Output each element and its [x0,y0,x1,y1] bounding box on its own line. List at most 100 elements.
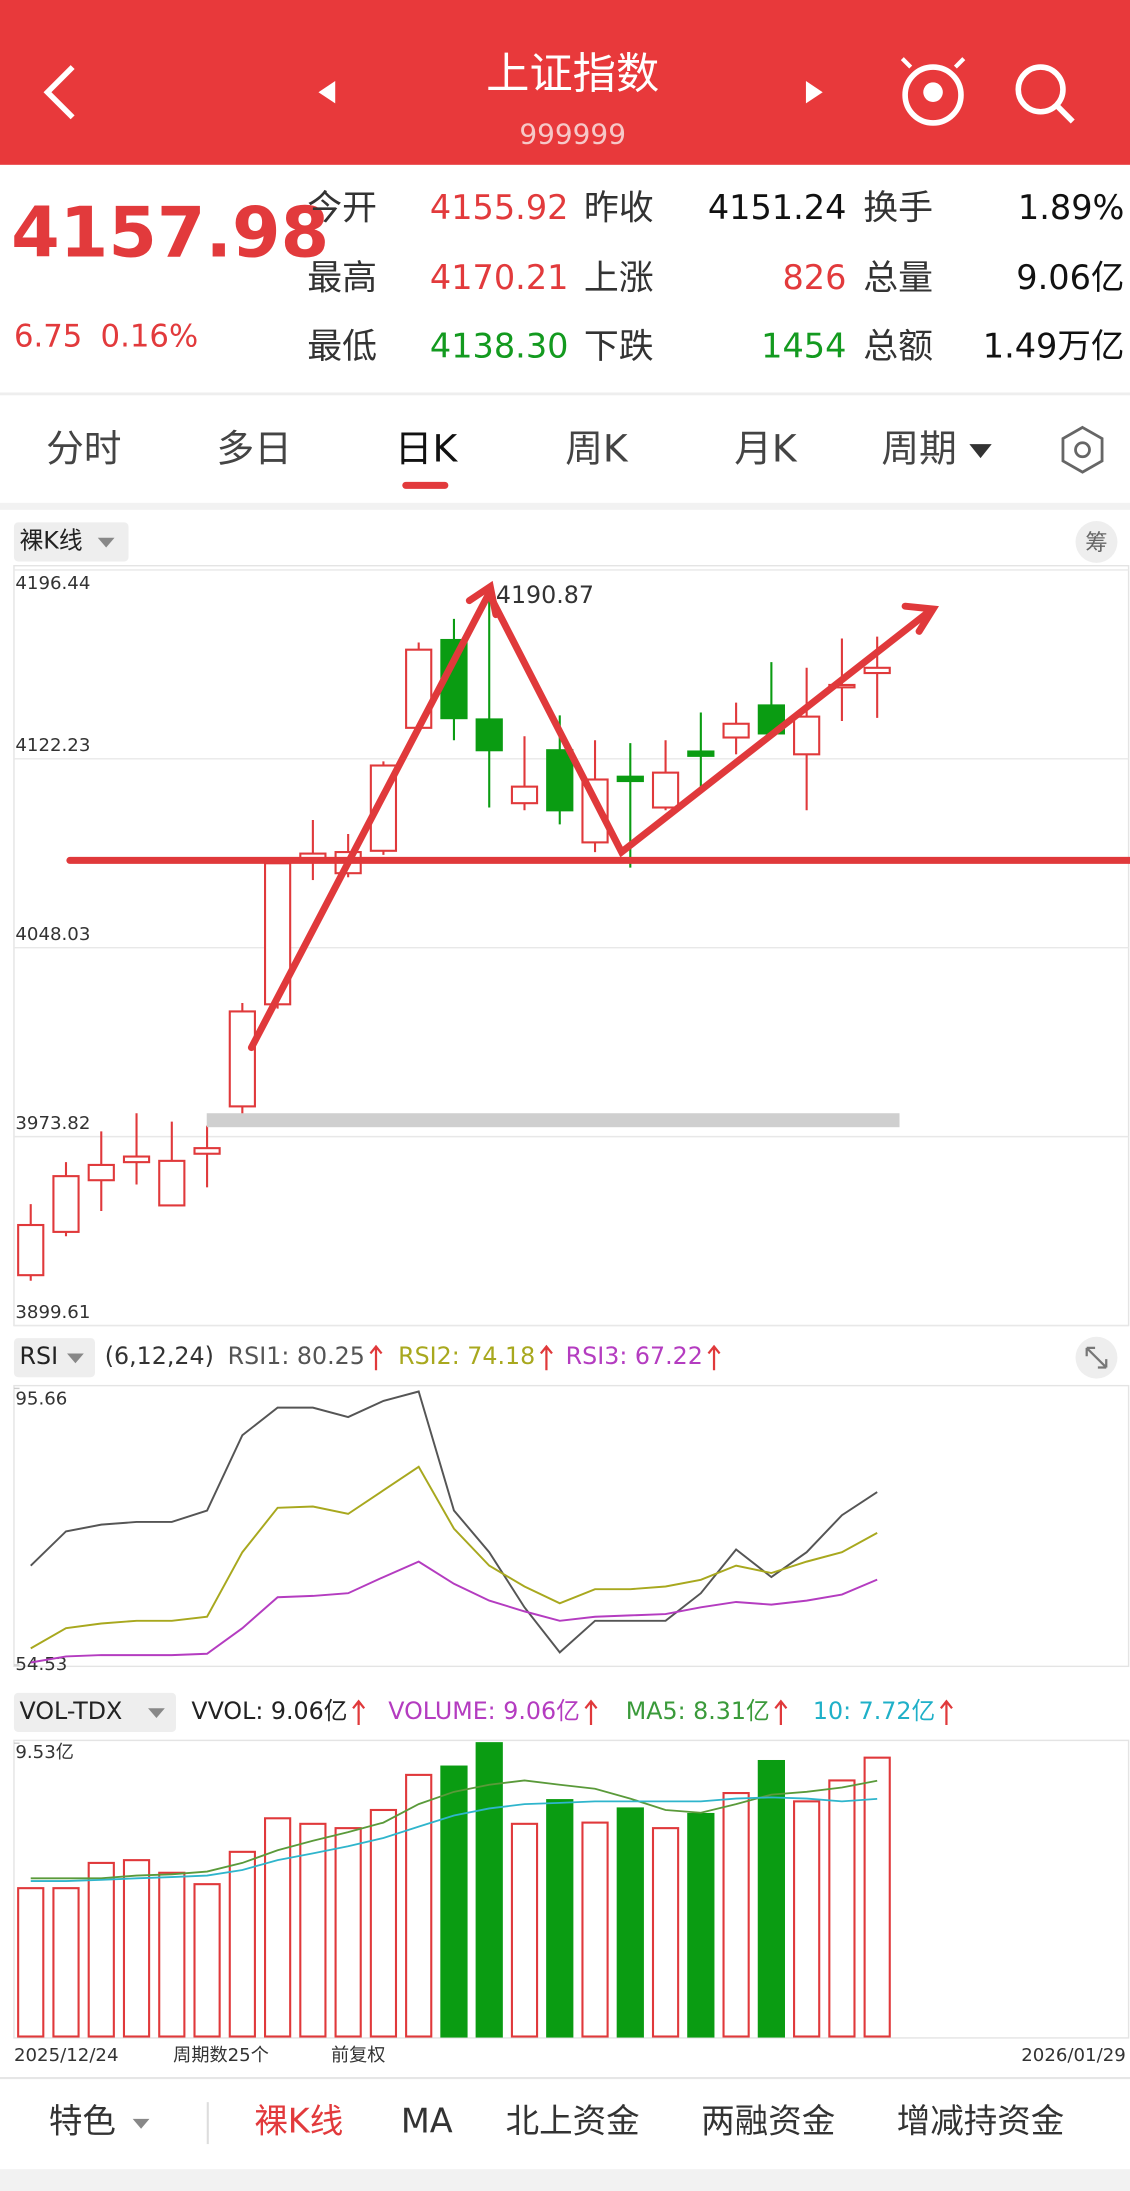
tab[interactable]: 日K [395,427,459,471]
field-value: 1.89% [1018,188,1124,227]
legend-entry: 10: 7.72亿 [813,1697,935,1725]
volume-bar [793,1800,821,2038]
annotation-band [206,1113,900,1128]
field-label: 今开 [307,189,377,229]
candle-body [193,1147,221,1155]
back-button[interactable] [43,65,75,120]
y-tick-label: 3973.82 [15,1113,90,1134]
y-tick-label: 4196.44 [15,573,90,594]
candle-body [793,715,821,756]
rsi-line [30,1465,878,1650]
volume-bar [616,1807,644,2038]
field-label: 总额 [863,327,933,367]
y-tick-label: 3899.61 [15,1302,90,1323]
kline-frame [13,565,1130,1327]
rsi-frame [13,1384,1130,1668]
next-button[interactable] [805,81,823,104]
toolbar-item[interactable]: 北上资金 [506,2102,640,2141]
tab-bar: 分时 多日 日K 周K 月K 周期 [46,427,957,471]
toolbar-item[interactable]: 裸K线 [254,2102,343,2141]
legend-entry: RSI3: 67.22 [566,1342,703,1370]
toolbar-item[interactable]: 特色 [49,2102,116,2141]
field-label: 最高 [307,258,377,298]
volume-bar [405,1773,433,2038]
field-value: 4151.24 [708,188,847,227]
title: 上证指数 [486,49,659,99]
volume-bar [687,1812,715,2038]
volume-bar [369,1808,398,2038]
field-value: 9.06亿 [1016,258,1124,297]
tab[interactable]: 月K [734,427,798,471]
change-pct: 0.16% [101,319,199,355]
y-tick-label: 4048.03 [15,924,90,945]
tab[interactable]: 分时 [46,427,121,471]
up-arrow [774,1699,788,1726]
indicator-selector[interactable] [13,1338,95,1378]
high-annotation: 4190.87 [496,581,594,609]
volume-bar [828,1779,856,2038]
rsi-line [30,1560,878,1664]
volume-bar [158,1871,186,2038]
candle-body [546,749,574,812]
search-icon[interactable] [1015,64,1075,124]
toolbar-item[interactable]: MA [401,2102,453,2141]
volume-bar [334,1827,362,2038]
dropdown-arrow [132,2118,150,2129]
field-label: 换手 [863,189,933,229]
volume-bar [263,1817,292,2038]
candle-body [722,722,750,739]
volume-bar [228,1850,256,2038]
indicator-selector[interactable] [13,1692,176,1733]
up-arrow [352,1699,366,1726]
candle-body [616,775,644,783]
prev-button[interactable] [318,81,336,104]
volume-bar [581,1821,609,2038]
candle-body [475,718,503,752]
volume-bar [87,1861,115,2038]
tab[interactable]: 多日 [217,427,292,471]
settings-icon-center [1074,441,1091,459]
period-dropdown[interactable] [969,444,992,459]
mascot-icon[interactable] [900,57,966,126]
expand-icon [1085,1346,1108,1369]
volume-bar [757,1759,785,2038]
volume-bar [863,1756,891,2038]
volume-bar [299,1822,327,2038]
price: 4157.98 [11,192,329,273]
y-tick-label: 95.66 [15,1389,67,1410]
candle-body [863,666,891,675]
period-count: 周期数25个 [173,2045,269,2066]
candle-body [687,750,715,757]
tab[interactable]: 周K [565,427,629,471]
divider [0,392,1130,396]
mode-label: 裸K线 [20,526,83,554]
toolbar-item[interactable]: 两融资金 [701,2102,835,2141]
volume-bar [475,1742,503,2038]
trend-annotations [66,580,1130,1052]
tab[interactable]: 周期 [881,427,956,471]
settings-icon[interactable] [1061,425,1104,474]
divider [0,2077,1130,2080]
field-value: 1454 [761,326,846,365]
code: 999999 [519,117,626,150]
volume-frame [13,1739,1130,2039]
mode-selector[interactable] [13,522,129,562]
legend-entry: VVOL: 9.06亿 [191,1697,347,1725]
chip-button[interactable] [1075,521,1118,563]
bottom-bar [0,2169,1130,2191]
volume-chart: 9.53亿 VVOL: 9.06亿 VOLUME: 9.06亿 MA5: 8.31亿 1… [13,1697,953,2038]
legend-entry: VOLUME: 9.06亿 [388,1697,580,1725]
volume-bar [193,1883,221,2038]
toolbar-item[interactable]: 增减持资金 [897,2102,1065,2141]
y-tick-label: 9.53亿 [15,1742,74,1763]
volume-bar [440,1765,468,2038]
field-label: 总量 [863,258,933,298]
candle-body [52,1175,80,1233]
field-label: 下跌 [584,327,654,367]
dropdown-arrow [97,537,115,548]
kline-chart: 4196.44 4122.23 4048.03 3973.82 3899.61 [13,569,1129,1327]
dropdown-arrow [148,1708,165,1719]
volume-bar [722,1792,750,2038]
toolbar: 特色 裸K线 MA 北上资金 两融资金 增减持资金 [49,2102,1064,2141]
